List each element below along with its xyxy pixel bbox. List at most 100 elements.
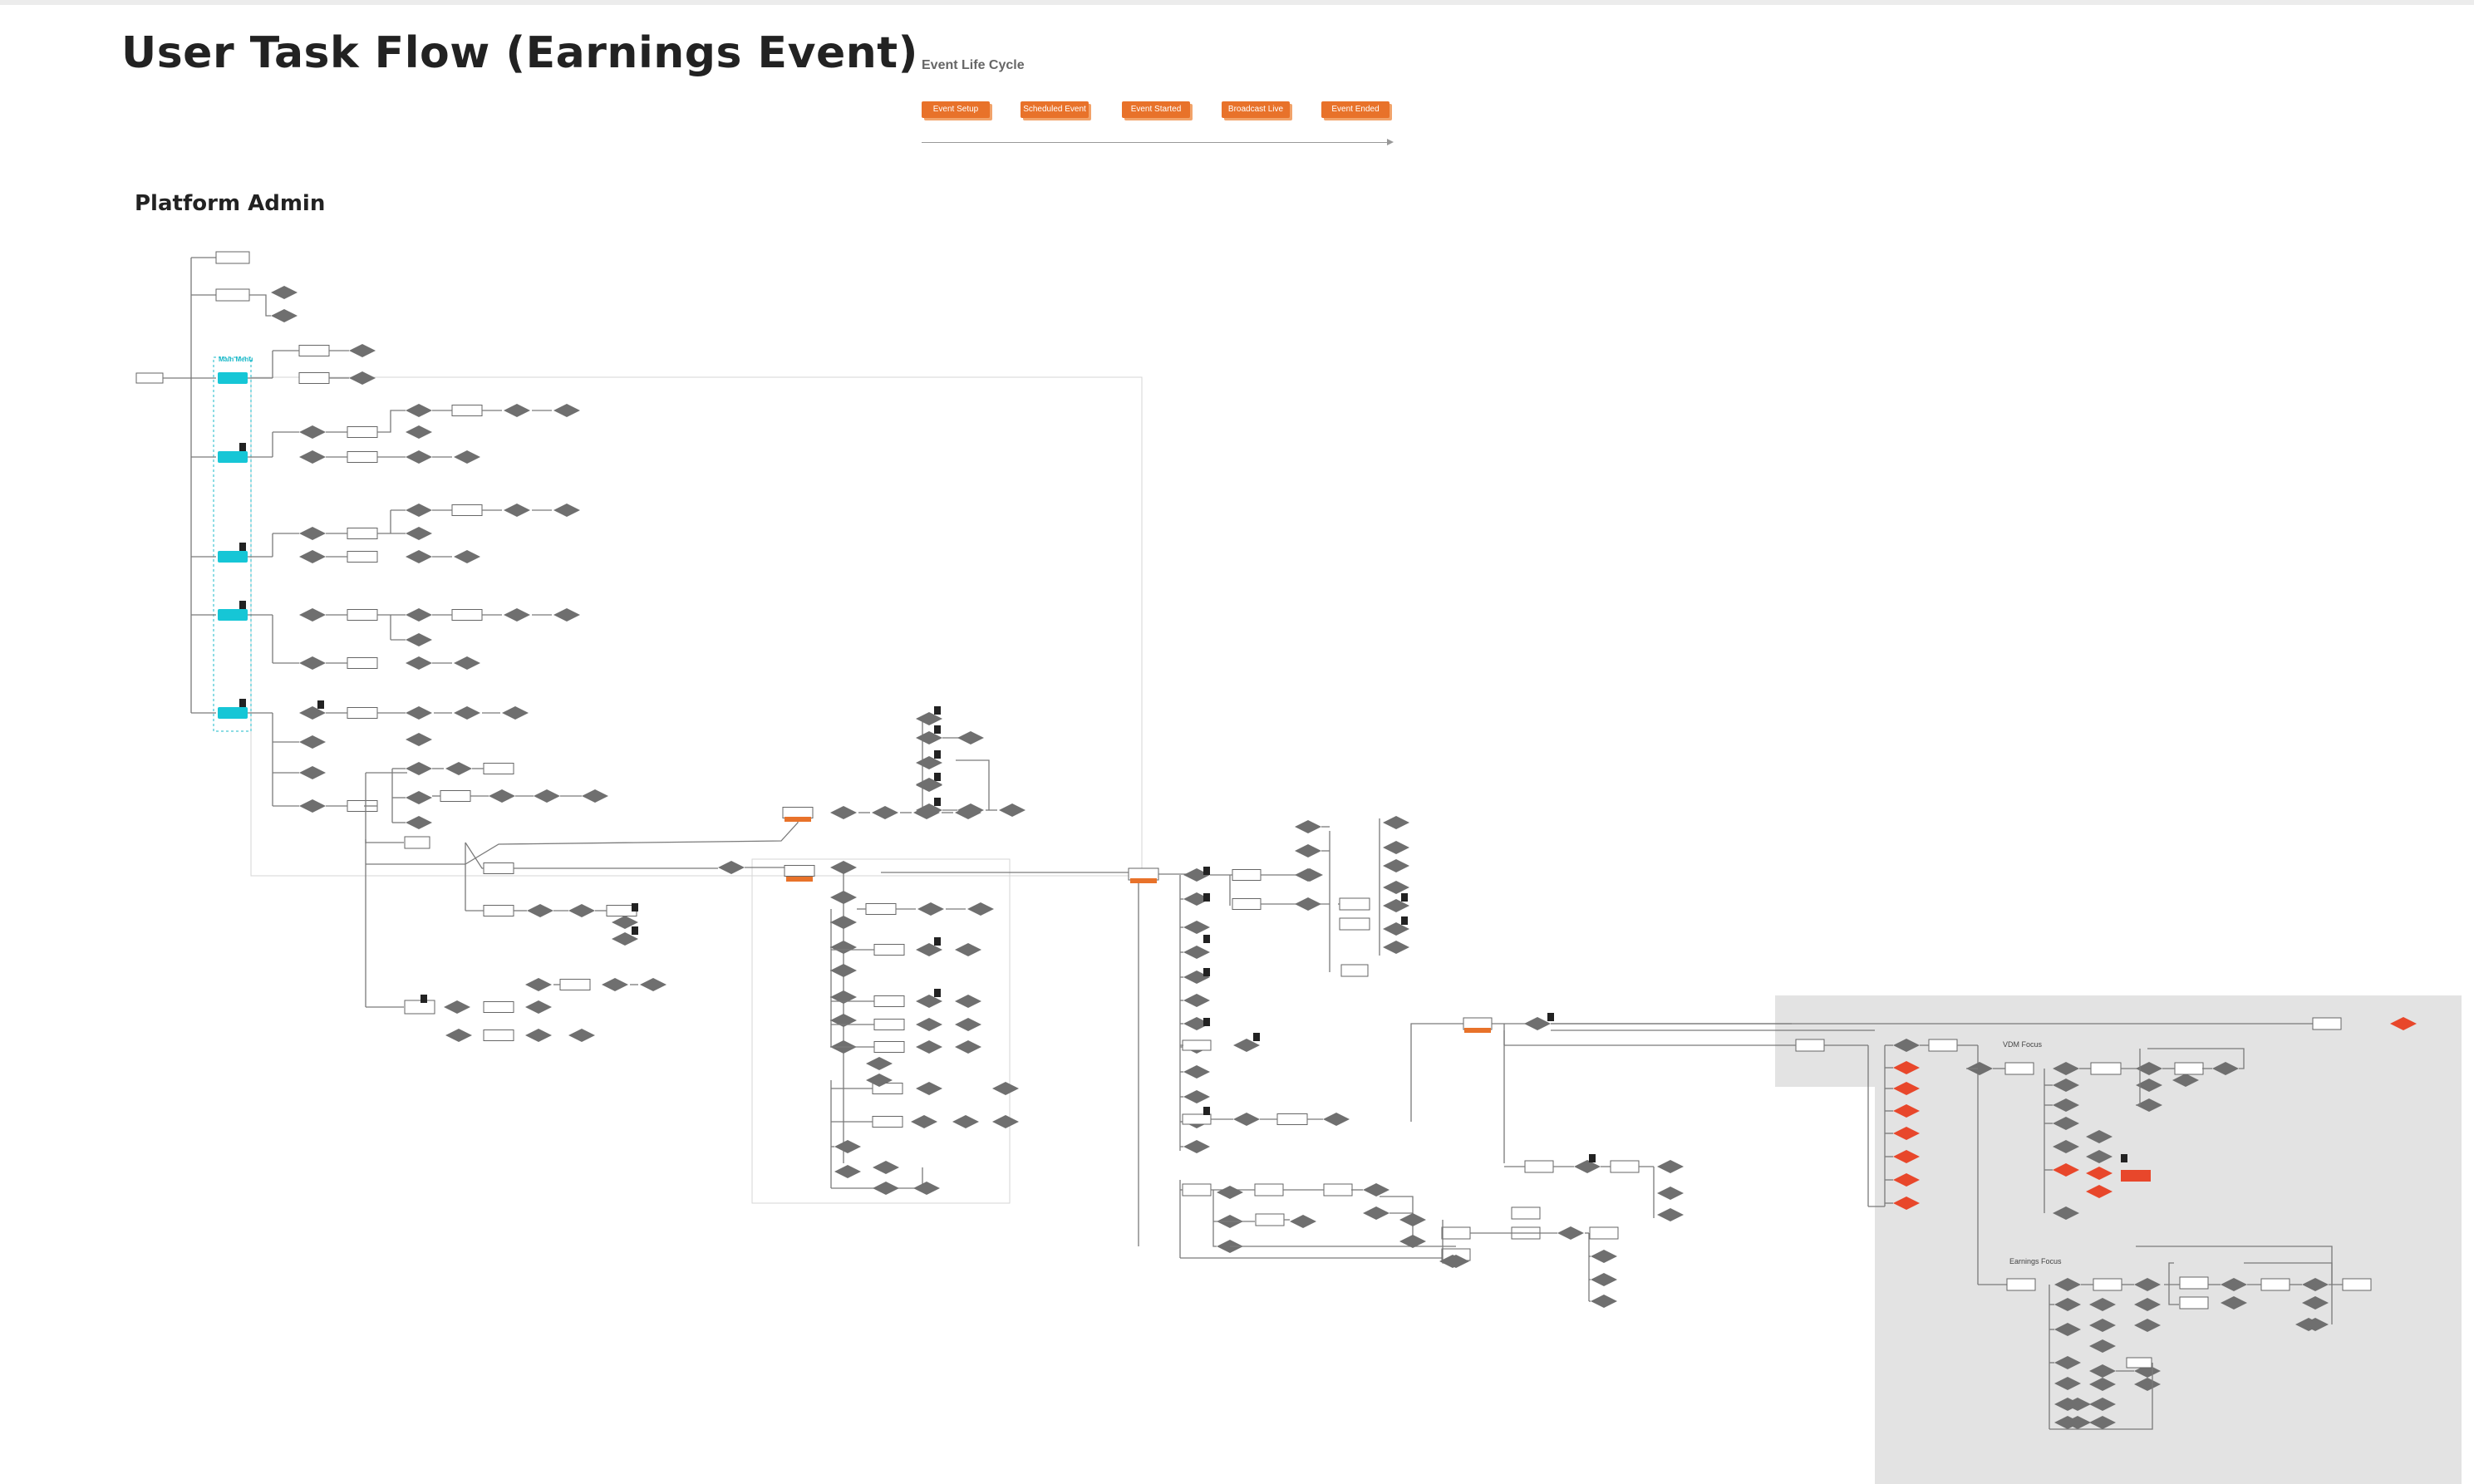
process-box bbox=[1524, 1160, 1554, 1173]
decision-node bbox=[406, 404, 432, 417]
lifecycle-marker bbox=[784, 817, 811, 822]
decision-node bbox=[955, 1040, 981, 1054]
process-box bbox=[1182, 1183, 1212, 1197]
decision-node bbox=[916, 943, 942, 956]
process-box bbox=[347, 551, 378, 563]
decision-node bbox=[2053, 1163, 2079, 1177]
decision-node bbox=[2134, 1298, 2161, 1311]
decision-node bbox=[454, 656, 480, 670]
decision-node bbox=[299, 608, 326, 622]
decision-node bbox=[2089, 1416, 2116, 1429]
process-box bbox=[440, 790, 471, 802]
decision-node bbox=[504, 608, 530, 622]
decision-node bbox=[916, 778, 942, 791]
decision-node bbox=[967, 902, 994, 916]
decision-node bbox=[1893, 1082, 1920, 1095]
decision-node bbox=[299, 527, 326, 540]
decision-node bbox=[504, 504, 530, 517]
connector-line bbox=[956, 759, 990, 810]
vdm-focus-label: VDM Focus bbox=[2003, 1040, 2043, 1049]
decision-node bbox=[454, 450, 480, 464]
connector-line bbox=[465, 842, 484, 869]
process-box bbox=[215, 288, 250, 302]
decision-node bbox=[454, 706, 480, 720]
decision-node bbox=[2053, 1062, 2079, 1075]
decision-node bbox=[834, 1140, 861, 1153]
note-tag bbox=[1203, 968, 1210, 976]
decision-node bbox=[2221, 1278, 2247, 1291]
decision-node bbox=[1657, 1187, 1684, 1200]
decision-node bbox=[1591, 1250, 1617, 1263]
process-box bbox=[559, 979, 591, 990]
process-box bbox=[215, 251, 250, 264]
connector-line bbox=[1410, 1023, 1463, 1122]
decision-node bbox=[444, 1000, 470, 1014]
process-box bbox=[1255, 1213, 1285, 1226]
decision-node bbox=[1966, 1062, 1993, 1075]
process-box bbox=[2126, 1357, 2152, 1369]
process-box bbox=[2093, 1278, 2122, 1291]
decision-node bbox=[527, 904, 553, 917]
note-tag bbox=[1203, 893, 1210, 902]
process-box bbox=[1128, 867, 1159, 881]
decision-node bbox=[1399, 1235, 1426, 1248]
decision-node bbox=[406, 706, 432, 720]
lifecycle-stage-scheduled-event[interactable]: Scheduled Event bbox=[1021, 101, 1089, 118]
lifecycle-stage-event-setup[interactable]: Event Setup bbox=[922, 101, 990, 118]
lifecycle-marker bbox=[1464, 1028, 1491, 1033]
decision-node bbox=[2054, 1298, 2081, 1311]
decision-node bbox=[1657, 1160, 1684, 1173]
process-box bbox=[2179, 1276, 2209, 1290]
decision-node bbox=[1591, 1295, 1617, 1308]
process-box bbox=[2179, 1296, 2209, 1310]
note-tag bbox=[1203, 1018, 1210, 1026]
decision-node bbox=[2302, 1296, 2329, 1310]
lifecycle-stage-event-started[interactable]: Event Started bbox=[1122, 101, 1190, 118]
lifecycle-arrow-icon bbox=[1387, 139, 1394, 145]
decision-node bbox=[1183, 1140, 1210, 1153]
process-box bbox=[1463, 1017, 1493, 1030]
process-box bbox=[1441, 1226, 1471, 1240]
decision-node bbox=[1657, 1208, 1684, 1221]
process-box bbox=[347, 528, 378, 539]
decision-node bbox=[1439, 1255, 1466, 1268]
lifecycle-stage-broadcast-live[interactable]: Broadcast Live bbox=[1222, 101, 1290, 118]
decision-node bbox=[955, 943, 981, 956]
decision-node bbox=[406, 656, 432, 670]
decision-node bbox=[916, 1040, 942, 1054]
lifecycle-stage-event-ended[interactable]: Event Ended bbox=[1321, 101, 1389, 118]
section-title: Platform Admin bbox=[135, 191, 326, 216]
decision-node bbox=[2053, 1140, 2079, 1153]
decision-node bbox=[1233, 1039, 1260, 1052]
decision-node bbox=[582, 789, 608, 803]
connector-line bbox=[2136, 1246, 2333, 1324]
note-tag bbox=[934, 706, 941, 715]
decision-node bbox=[1183, 1065, 1210, 1079]
note-tag bbox=[934, 798, 941, 806]
decision-node bbox=[2134, 1278, 2161, 1291]
decision-node bbox=[1183, 994, 1210, 1007]
process-box bbox=[2004, 1062, 2034, 1075]
decision-node bbox=[2136, 1079, 2162, 1092]
decision-node bbox=[1383, 922, 1409, 936]
process-box bbox=[2312, 1017, 2342, 1030]
decision-node bbox=[2134, 1378, 2161, 1391]
lifecycle-title: Event Life Cycle bbox=[922, 58, 1025, 72]
note-tag bbox=[934, 725, 941, 734]
decision-node bbox=[718, 861, 745, 874]
decision-node bbox=[830, 861, 857, 874]
decision-node bbox=[504, 404, 530, 417]
decision-node bbox=[640, 978, 666, 991]
process-box bbox=[1323, 1183, 1353, 1197]
decision-node bbox=[525, 978, 552, 991]
note-tag bbox=[1203, 935, 1210, 943]
decision-node bbox=[2302, 1278, 2329, 1291]
note-tag bbox=[239, 443, 246, 451]
connector-line bbox=[2147, 1048, 2245, 1069]
process-box bbox=[483, 1001, 514, 1013]
process-box bbox=[1610, 1160, 1640, 1173]
decision-node bbox=[1183, 946, 1210, 959]
decision-node bbox=[2053, 1098, 2079, 1112]
focus-panel bbox=[1875, 995, 2462, 1484]
